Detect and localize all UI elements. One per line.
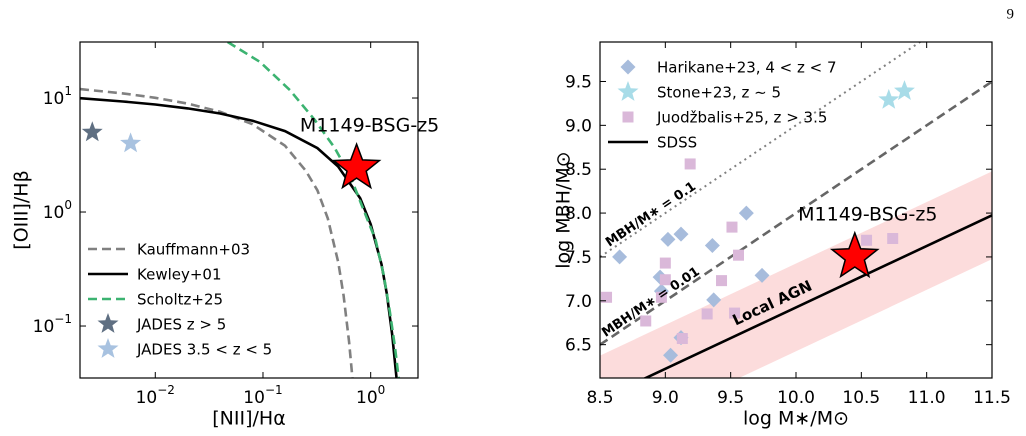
diamond-marker — [660, 231, 676, 247]
x-tick-label: 10−2 — [136, 383, 175, 409]
diamond-marker — [620, 59, 636, 75]
square-marker — [622, 111, 634, 123]
plot-area — [600, 42, 992, 378]
diamond-marker — [738, 205, 754, 221]
x-tick-label: 100 — [356, 383, 385, 409]
y-tick-label: 7.0 — [565, 292, 592, 312]
legend-label: JADES 3.5 < z < 5 — [136, 341, 272, 359]
x-axis-label: [NII]/Hα — [212, 408, 285, 430]
y-tick-label: 9.0 — [565, 116, 592, 136]
star-marker — [894, 80, 915, 100]
diamond-marker — [754, 267, 770, 283]
square-marker — [887, 233, 899, 245]
square-marker — [684, 158, 696, 170]
legend-label: Scholtz+25 — [137, 291, 223, 309]
x-axis-label: log M∗/M⊙ — [743, 408, 849, 430]
legend: Kauffmann+03 Kewley+01 Scholtz+25 JADES z >… — [88, 241, 272, 359]
page-number: 9 — [1007, 6, 1015, 22]
y-axis-label: [OIII]/Hβ — [11, 170, 33, 249]
line-label: MBH/M∗ = 0.1 — [603, 179, 699, 250]
highlight-star — [829, 230, 880, 279]
x-tick-label: 8.5 — [586, 388, 613, 408]
star-marker — [878, 88, 900, 109]
y-axis-label: log MBH/M⊙ — [553, 151, 575, 268]
square-marker — [701, 308, 713, 320]
square-marker — [676, 333, 688, 345]
legend-label: Stone+23, z ∼ 5 — [657, 84, 781, 102]
diamond-marker — [663, 347, 679, 363]
panel: M1149-BSG-z5 10−2 10−1 100 10−1 100 101 [NII]/H… — [11, 41, 439, 430]
legend-label: JADES z > 5 — [136, 316, 226, 334]
x-tick-label: 11.0 — [908, 388, 946, 408]
square-marker — [729, 307, 741, 319]
legend: Harikane+23, 4 < z < 7 Stone+23, z ∼ 5 Juo… — [608, 59, 837, 152]
square-marker — [659, 274, 671, 286]
curve — [642, 214, 992, 378]
star-marker — [617, 81, 639, 101]
y-tick-label: 10−1 — [33, 312, 72, 338]
highlight-star — [331, 141, 382, 190]
curve — [80, 87, 354, 378]
plot-area — [80, 42, 400, 378]
y-tick-label: 8.0 — [565, 204, 592, 224]
x-tick-label: 11.5 — [973, 388, 1011, 408]
square-marker — [716, 275, 728, 287]
plot-frame — [79, 41, 419, 379]
square-marker — [726, 221, 738, 233]
diamond-marker — [704, 238, 720, 254]
square-marker — [733, 249, 745, 261]
diamond-marker — [673, 226, 689, 242]
legend-label: SDSS — [657, 134, 697, 152]
square-marker — [861, 234, 873, 246]
x-tick-label: 10.0 — [777, 388, 815, 408]
x-tick-label: 9.5 — [717, 388, 744, 408]
legend-label: Juodžbalis+25, z > 3.5 — [656, 109, 827, 127]
x-tick-label: 10−1 — [243, 383, 282, 409]
curve — [600, 42, 922, 258]
y-tick-label: 8.5 — [565, 160, 592, 180]
y-tick-label: 9.5 — [565, 72, 592, 92]
diamond-marker — [612, 249, 628, 265]
y-tick-label: 101 — [43, 84, 72, 110]
square-marker — [659, 257, 671, 269]
y-tick-label: 6.5 — [565, 336, 592, 356]
scatter-band — [600, 171, 992, 378]
curve — [227, 42, 400, 378]
star-marker — [97, 313, 119, 333]
star-marker — [97, 338, 119, 358]
star-marker — [120, 132, 142, 153]
square-marker — [640, 315, 652, 327]
highlight-label: M1149-BSG-z5 — [798, 203, 937, 225]
star-marker — [81, 121, 103, 142]
highlight-label: M1149-BSG-z5 — [300, 115, 439, 137]
square-marker — [655, 291, 667, 303]
y-tick-label: 7.5 — [565, 248, 592, 268]
diamond-marker — [706, 292, 722, 308]
y-tick-label: 100 — [43, 198, 72, 224]
x-tick-label: 10.5 — [842, 388, 880, 408]
square-marker — [601, 291, 613, 303]
legend-label: Kauffmann+03 — [137, 241, 250, 259]
legend-label: Kewley+01 — [137, 266, 222, 284]
legend-label: Harikane+23, 4 < z < 7 — [657, 59, 837, 77]
x-tick-label: 9.0 — [652, 388, 679, 408]
